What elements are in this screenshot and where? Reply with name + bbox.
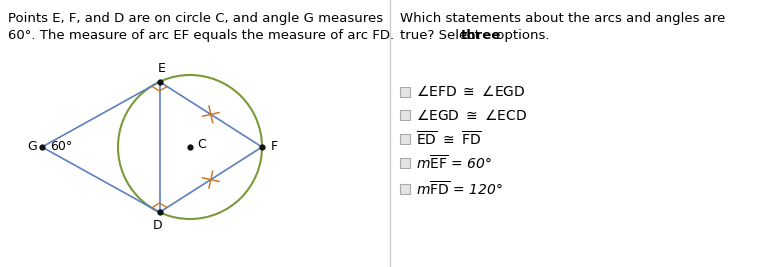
Text: $\angle$EFD $\cong$ $\angle$EGD: $\angle$EFD $\cong$ $\angle$EGD	[416, 84, 525, 100]
Text: E: E	[158, 62, 166, 75]
Bar	[400, 87, 410, 97]
Bar	[400, 134, 410, 144]
Text: options.: options.	[492, 29, 549, 42]
Text: 60°: 60°	[50, 140, 72, 154]
Text: D: D	[153, 219, 163, 232]
Text: F: F	[271, 140, 278, 154]
Text: $\overline{\rm ED}$ $\cong$ $\overline{\rm FD}$: $\overline{\rm ED}$ $\cong$ $\overline{\…	[416, 130, 482, 148]
Text: C: C	[197, 139, 206, 151]
Text: Which statements about the arcs and angles are: Which statements about the arcs and angl…	[400, 12, 726, 25]
Bar	[400, 184, 410, 194]
Bar	[400, 158, 410, 168]
Text: $\angle$EGD $\cong$ $\angle$ECD: $\angle$EGD $\cong$ $\angle$ECD	[416, 108, 527, 123]
Text: G: G	[28, 140, 37, 154]
Text: 60°. The measure of arc EF equals the measure of arc FD.: 60°. The measure of arc EF equals the me…	[8, 29, 394, 42]
Text: Points E, F, and D are on circle C, and angle G measures: Points E, F, and D are on circle C, and …	[8, 12, 384, 25]
Text: $m\overline{\rm EF}$ = 60°: $m\overline{\rm EF}$ = 60°	[416, 154, 492, 172]
Bar	[400, 110, 410, 120]
Text: true? Select: true? Select	[400, 29, 484, 42]
Text: three: three	[461, 29, 502, 42]
Text: $m\overline{\rm FD}$ = 120°: $m\overline{\rm FD}$ = 120°	[416, 180, 502, 198]
